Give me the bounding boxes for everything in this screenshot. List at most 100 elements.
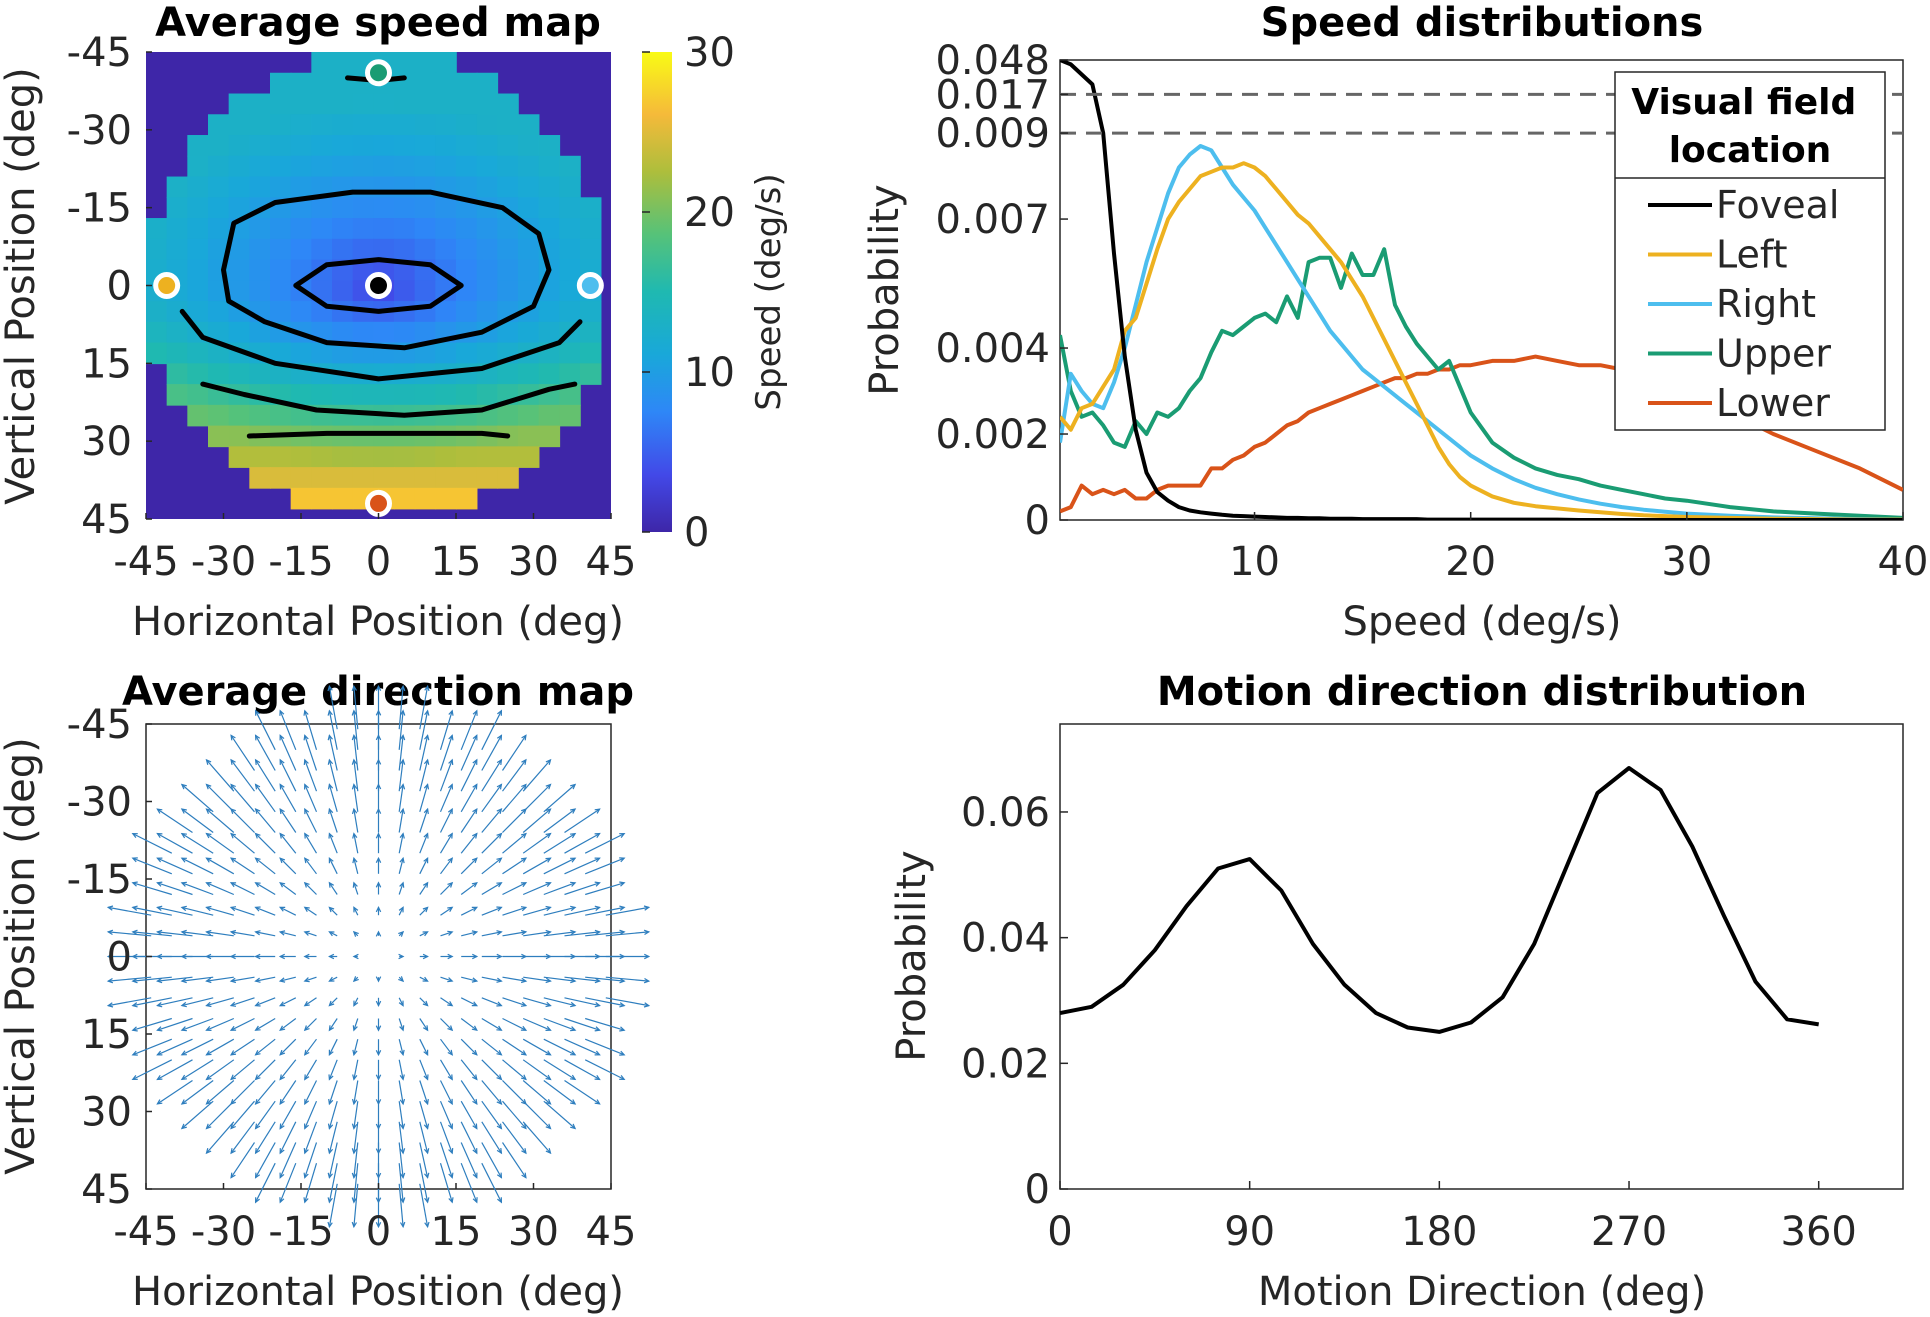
direction-dist-y-ticks: 0 0.02 0.04 0.06 [961,790,1068,1213]
quiver-arrow-shaft [543,1100,576,1129]
speed-map-cell [435,467,457,489]
quiver-arrow-shaft [353,1121,359,1154]
quiver-arrow-head [496,808,503,815]
speed-map-cell [414,155,437,178]
quiver-arrow-shaft [481,1080,502,1105]
quiver-arrow-shaft [255,1121,276,1154]
speed-map-cell [208,342,230,365]
quiver-arrow-head [520,857,528,863]
y-tick-label: -15 [67,186,132,232]
speed-map-cell [332,114,354,136]
quiver-arrow-head [448,758,454,765]
quiver-arrow-shaft [398,907,404,916]
quiver-arrow-head [448,783,453,790]
location-marker-lower [365,489,392,517]
quiver-arrow-head [375,1074,382,1081]
speed-map-cell [249,238,271,261]
quiver-arrow-head [327,709,333,716]
quiver-arrow-head [399,832,405,839]
quiver-arrow-head [303,709,309,716]
quiver-arrow-shaft [543,1017,576,1031]
quiver-arrow-shaft [108,906,152,916]
quiver-arrow-head [520,977,528,984]
quiver-arrow-shaft [328,1059,338,1080]
quiver-arrow-shaft [353,997,359,1006]
quiver-arrow-shaft [108,997,152,1007]
quiver-arrow-head [254,1197,260,1204]
speed-map-cell [497,218,519,240]
speed-map-cell [332,467,354,489]
quiver-arrow-head [399,783,406,790]
quiver-arrow-shaft [304,976,317,982]
quiver-arrow-head [422,1000,429,1007]
quiver-arrow-shaft [353,759,359,792]
speed-map-cell [559,342,581,365]
quiver-arrow-shaft [304,1163,318,1203]
quiver-arrow-head [180,953,187,960]
speed-map-cell [352,197,375,219]
speed-map-cell [187,363,209,385]
quiver-arrow-shaft [206,784,235,813]
quiver-arrow-shaft [328,784,338,812]
quiver-arrow-head [399,1172,406,1179]
quiver-arrow-head [254,783,261,790]
quiver-arrow-head [303,1172,309,1179]
quiver-arrow-shaft [230,1142,255,1178]
quiver-arrow-shaft [543,1080,576,1105]
speed-map-cell [228,135,251,157]
y-tick-label: 0 [107,935,132,981]
quiver-arrow-shaft [108,931,152,937]
quiver-arrow-shaft [502,1038,527,1056]
quiver-arrow-shaft [157,976,193,982]
speed-map-cell [290,342,313,365]
quiver-arrow-head [570,1099,577,1105]
quiver-arrow-head [375,832,382,839]
quiver-arrow-head [423,783,430,790]
quiver-arrow-shaft [502,906,527,916]
quiver-arrow-head [205,977,212,984]
quiver-arrow-shaft [502,735,527,771]
quiver-arrow-shaft [353,1183,359,1227]
speed-map-cell [332,52,354,74]
speed-map-cell [538,197,561,219]
speed-map-cell [497,93,519,116]
quiver-arrow-shaft [230,808,255,833]
y-tick-label: 0.017 [935,72,1050,118]
speed-map-cell [456,114,478,136]
speed-map-cell [166,342,189,365]
speed-map-cell [352,114,375,136]
speed-map-cell [352,425,375,448]
quiver-arrow-shaft [543,1059,576,1080]
quiver-arrow-head [180,832,187,839]
quiver-arrow-shaft [255,906,276,916]
quiver-arrow-head [545,1148,552,1155]
quiver-arrow-shaft [419,1059,429,1080]
quiver-arrow-head [399,709,406,716]
speed-map-x-label: Horizontal Position (deg) [132,599,624,645]
quiver-arrow-head [229,1050,237,1056]
quiver-arrow-head [472,1098,478,1106]
speed-map-cell [290,218,313,240]
speed-dist-y-label: Probability [862,184,908,395]
quiver-arrow-shaft [328,857,338,875]
quiver-arrow-head [496,1123,503,1130]
speed-map-cell [311,197,333,219]
quiver-arrow-shaft [398,1163,404,1203]
quiver-arrow-head [180,1074,187,1081]
quiver-arrow-head [422,906,429,913]
speed-map-cell [559,363,581,385]
speed-map-cell [270,218,292,240]
quiver-arrow-head [545,758,552,765]
quiver-arrow-head [131,905,138,911]
quiver-arrow-shaft [460,1080,478,1105]
speed-map-cell [497,135,519,157]
quiver-arrow-head [180,857,187,863]
quiver-arrow-head [644,953,651,960]
speed-map-cell [166,301,189,323]
quiver-arrow-shaft [157,833,193,854]
quiver-arrow-head [594,1026,601,1032]
quiver-arrow-head [399,1148,406,1155]
quiver-arrow-head [423,856,429,864]
speed-map-cell [373,384,395,406]
x-tick-label: 90 [1224,1209,1275,1255]
